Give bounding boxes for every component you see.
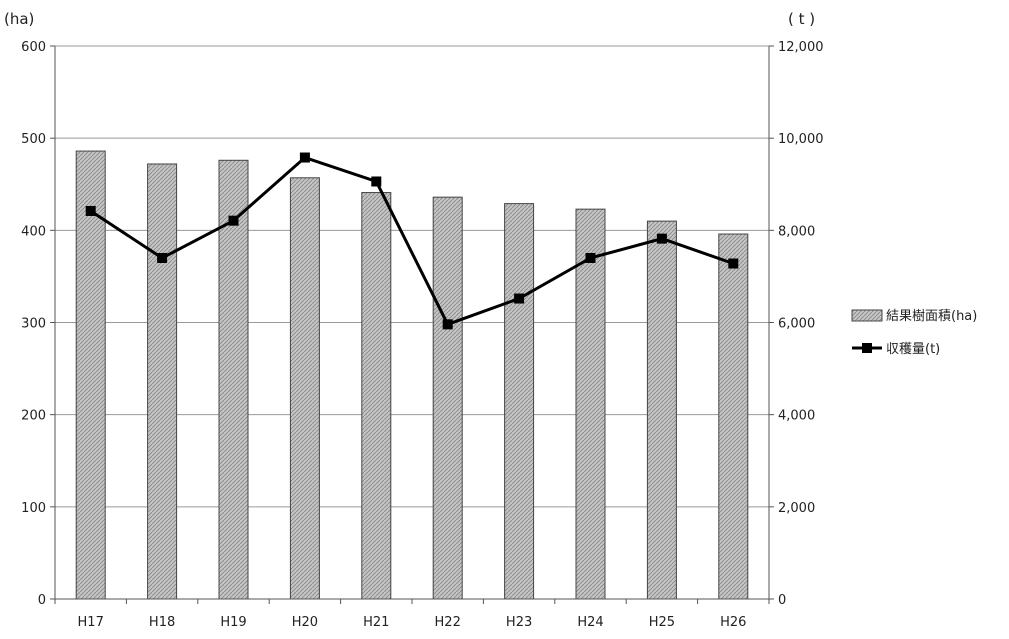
right-tick-label: 12,000 bbox=[778, 40, 824, 55]
x-tick-label: H25 bbox=[649, 615, 675, 630]
x-tick-label: H24 bbox=[577, 615, 603, 630]
left-tick-label: 200 bbox=[21, 409, 46, 424]
right-tick-label: 2,000 bbox=[778, 501, 815, 516]
line-series bbox=[85, 152, 739, 330]
bar bbox=[504, 203, 535, 600]
line-point bbox=[656, 233, 667, 244]
right-tick-label: 8,000 bbox=[778, 224, 815, 239]
line-point bbox=[85, 205, 96, 216]
right-tick-label: 10,000 bbox=[778, 132, 824, 147]
left-axis-unit: (ha) bbox=[4, 10, 34, 28]
x-tick-label: H17 bbox=[78, 615, 104, 630]
bar bbox=[289, 177, 320, 600]
bar bbox=[218, 159, 249, 600]
line-point bbox=[585, 252, 596, 263]
line-point bbox=[157, 252, 168, 263]
x-tick-label: H20 bbox=[292, 615, 318, 630]
line-point bbox=[728, 258, 739, 269]
axes bbox=[50, 45, 774, 604]
right-axis-unit: ( t ) bbox=[788, 10, 815, 28]
left-tick-label: 500 bbox=[21, 132, 46, 147]
x-tick-label: H23 bbox=[506, 615, 532, 630]
legend-bar-label: 結果樹面積(ha) bbox=[886, 309, 977, 324]
line-point bbox=[442, 319, 453, 330]
x-tick-label: H18 bbox=[149, 615, 175, 630]
bar bbox=[646, 220, 677, 600]
left-tick-label: 0 bbox=[38, 593, 46, 608]
bar bbox=[718, 233, 749, 600]
x-tick-label: H22 bbox=[435, 615, 461, 630]
left-tick-label: 400 bbox=[21, 224, 46, 239]
line-point bbox=[228, 215, 239, 226]
bar bbox=[432, 196, 463, 600]
line-point bbox=[299, 152, 310, 163]
legend: 結果樹面積(ha) 収穫量(t) bbox=[851, 309, 977, 357]
left-tick-label: 300 bbox=[21, 317, 46, 332]
legend-bar-swatch bbox=[851, 309, 883, 322]
right-tick-label: 0 bbox=[778, 593, 786, 608]
left-tick-label: 100 bbox=[21, 501, 46, 516]
left-tick-label: 600 bbox=[21, 40, 46, 55]
line-point bbox=[371, 176, 382, 187]
bar bbox=[361, 192, 392, 600]
bar-series bbox=[75, 150, 749, 600]
line-point bbox=[514, 293, 525, 304]
right-tick-label: 6,000 bbox=[778, 317, 815, 332]
bar bbox=[575, 208, 606, 600]
x-tick-label: H26 bbox=[720, 615, 746, 630]
x-tick-label: H21 bbox=[363, 615, 389, 630]
tick-labels: 0 0 100 2,000 200 4,000 300 6,000 400 8,000 500 10,… bbox=[21, 40, 823, 630]
legend-line-marker bbox=[862, 343, 872, 353]
bar bbox=[147, 163, 178, 600]
right-tick-label: 4,000 bbox=[778, 409, 815, 424]
x-tick-label: H19 bbox=[220, 615, 246, 630]
legend-line-label: 収穫量(t) bbox=[886, 342, 940, 357]
series-line bbox=[89, 155, 734, 327]
